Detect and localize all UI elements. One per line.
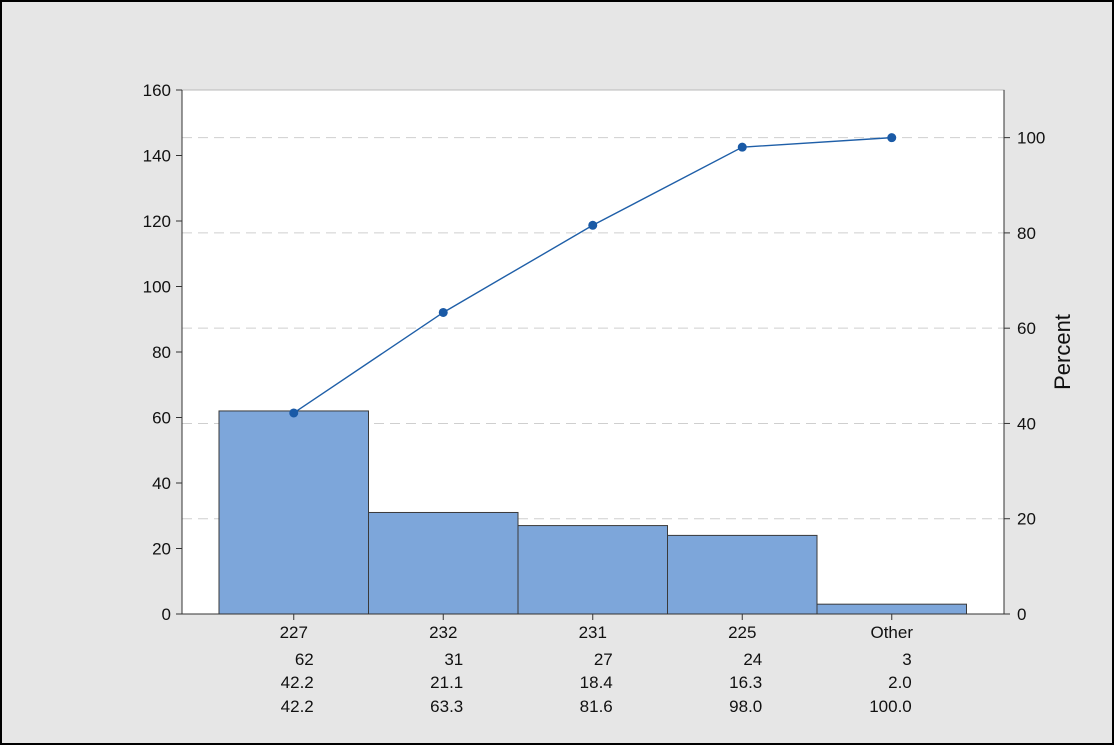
cumulative-value: 81.6 [580, 697, 613, 716]
left-axis-tick-label: 20 [152, 540, 171, 559]
left-axis-tick-label: 80 [152, 343, 171, 362]
cumulative-point-227 [289, 408, 299, 418]
right-axis-tick-label: 60 [1017, 319, 1036, 338]
category-label: 227 [280, 623, 308, 642]
left-axis-tick-label: 40 [152, 474, 171, 493]
cumulative-value: 100.0 [869, 697, 912, 716]
cumulative-point-other [887, 133, 897, 143]
left-axis-tick-label: 140 [143, 147, 171, 166]
bar-231 [517, 525, 668, 615]
cumulative-point-232 [438, 307, 448, 317]
category-label: 225 [728, 623, 756, 642]
bar-227 [218, 410, 369, 615]
percent-value: 21.1 [430, 673, 463, 692]
right-axis-tick-label: 80 [1017, 224, 1036, 243]
count-value: 62 [295, 650, 314, 669]
percent-value: 18.4 [580, 673, 613, 692]
right-axis-tick-label: 40 [1017, 414, 1036, 433]
count-value: 27 [594, 650, 613, 669]
right-axis-tick-label: 100 [1017, 129, 1045, 148]
percent-value: 2.0 [888, 673, 912, 692]
left-axis-tick-label: 100 [143, 278, 171, 297]
left-axis-tick-label: 120 [143, 212, 171, 231]
left-axis-tick-label: 160 [143, 81, 171, 100]
left-axis-tick-label: 0 [162, 605, 171, 624]
category-label: Other [870, 623, 913, 642]
cumulative-value: 98.0 [729, 697, 762, 716]
right-axis-tick-label: 0 [1017, 605, 1026, 624]
percent-value: 16.3 [729, 673, 762, 692]
category-label: 232 [429, 623, 457, 642]
category-label: 231 [579, 623, 607, 642]
count-value: 3 [902, 650, 911, 669]
bar-other [816, 603, 967, 615]
right-axis-tick-label: 20 [1017, 510, 1036, 529]
count-value: 24 [743, 650, 762, 669]
count-value: 31 [444, 650, 463, 669]
cumulative-point-231 [588, 220, 598, 230]
bar-232 [368, 511, 519, 615]
bar-225 [667, 534, 818, 615]
percent-value: 42.2 [281, 673, 314, 692]
right-axis-title: Percent [1050, 314, 1075, 390]
left-axis-tick-label: 60 [152, 409, 171, 428]
cumulative-point-225 [737, 142, 747, 152]
cumulative-value: 63.3 [430, 697, 463, 716]
cumulative-value: 42.2 [281, 697, 314, 716]
